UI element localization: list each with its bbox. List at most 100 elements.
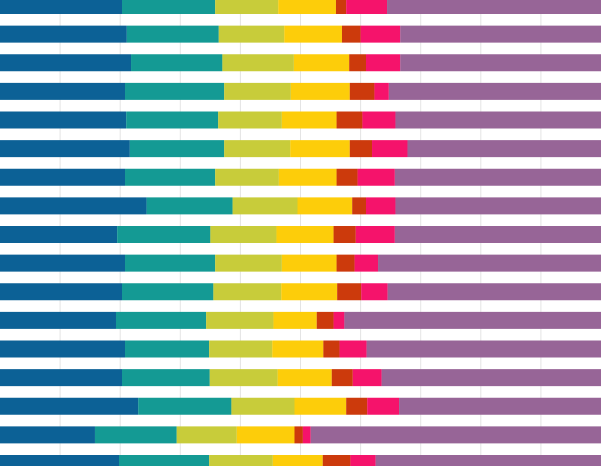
- bar-row: [0, 254, 601, 272]
- bar-segment: [333, 311, 345, 329]
- bar-segment: [129, 140, 225, 158]
- bar-segment: [375, 455, 601, 466]
- bar-segment: [323, 340, 340, 358]
- bar-row: [0, 426, 601, 444]
- bar-segment: [372, 140, 408, 158]
- bar-segment: [0, 397, 139, 415]
- bar-segment: [209, 455, 273, 466]
- bar-segment: [357, 168, 395, 186]
- bar-segment: [387, 283, 601, 301]
- bar-segment: [336, 254, 355, 272]
- bar-segment: [0, 254, 126, 272]
- bar-segment: [302, 426, 311, 444]
- bar-segment: [0, 25, 127, 43]
- bar-segment: [125, 254, 216, 272]
- bar-segment: [236, 426, 295, 444]
- bar-segment: [0, 140, 130, 158]
- bar-segment: [281, 111, 337, 129]
- bar-segment: [125, 340, 210, 358]
- bar-segment: [395, 197, 601, 215]
- bar-segment: [352, 197, 367, 215]
- bar-segment: [394, 168, 601, 186]
- bar-segment: [273, 311, 317, 329]
- bar-segment: [394, 226, 601, 243]
- bar-segment: [122, 0, 216, 14]
- bar-segment: [125, 168, 216, 186]
- bar-segment: [0, 311, 116, 329]
- bar-segment: [0, 340, 126, 358]
- bar-segment: [360, 25, 401, 43]
- bar-segment: [210, 226, 277, 243]
- bar-segment: [0, 197, 147, 215]
- bar-row: [0, 25, 601, 43]
- bar-segment: [339, 340, 367, 358]
- bar-segment: [349, 140, 373, 158]
- bar-segment: [176, 426, 237, 444]
- bar-segment: [224, 140, 291, 158]
- bar-segment: [290, 82, 350, 100]
- bar-segment: [0, 455, 119, 466]
- bar-segment: [278, 0, 336, 14]
- bar-segment: [341, 25, 361, 43]
- bar-segment: [131, 54, 223, 72]
- bar-segment: [122, 283, 214, 301]
- bar-segment: [331, 369, 353, 387]
- bar-segment: [316, 311, 334, 329]
- bar-segment: [281, 283, 338, 301]
- bar-segment: [361, 283, 388, 301]
- bar-row: [0, 226, 601, 243]
- bar-segment: [366, 54, 401, 72]
- bar-row: [0, 283, 601, 301]
- bar-segment: [222, 54, 294, 72]
- bar-segment: [407, 140, 601, 158]
- bar-segment: [336, 111, 363, 129]
- bar-segment: [126, 25, 219, 43]
- bar-segment: [346, 0, 388, 14]
- bar-segment: [366, 340, 601, 358]
- bar-segment: [349, 82, 375, 100]
- bar-row: [0, 197, 601, 215]
- bar-segment: [0, 426, 95, 444]
- bar-segment: [206, 311, 274, 329]
- bar-segment: [215, 0, 279, 14]
- bar-row: [0, 455, 601, 466]
- bar-segment: [293, 54, 350, 72]
- bar-segment: [209, 340, 273, 358]
- bar-segment: [387, 0, 601, 14]
- bar-segment: [0, 54, 132, 72]
- bar-segment: [215, 168, 279, 186]
- bar-row: [0, 168, 601, 186]
- bar-segment: [354, 254, 379, 272]
- bar-segment: [215, 254, 282, 272]
- bar-segment: [281, 254, 337, 272]
- bar-segment: [122, 369, 210, 387]
- bar-segment: [213, 283, 282, 301]
- bar-segment: [367, 397, 400, 415]
- bar-segment: [349, 54, 367, 72]
- bar-segment: [272, 455, 323, 466]
- bar-segment: [277, 369, 332, 387]
- bar-segment: [272, 340, 324, 358]
- bar-segment: [336, 168, 358, 186]
- bar-segment: [294, 397, 347, 415]
- bar-segment: [381, 369, 601, 387]
- bar-segment: [310, 426, 601, 444]
- bar-segment: [284, 25, 342, 43]
- bar-segment: [278, 168, 337, 186]
- bar-segment: [232, 197, 298, 215]
- bar-row: [0, 369, 601, 387]
- bar-segment: [126, 111, 219, 129]
- bar-segment: [355, 226, 395, 243]
- bar-segment: [0, 111, 127, 129]
- bar-segment: [395, 111, 601, 129]
- bar-row: [0, 0, 601, 14]
- bar-segment: [352, 369, 382, 387]
- bar-segment: [0, 226, 118, 243]
- bar-row: [0, 82, 601, 100]
- bar-segment: [125, 82, 225, 100]
- bar-segment: [119, 455, 210, 466]
- bar-segment: [224, 82, 291, 100]
- bar-row: [0, 111, 601, 129]
- bar-segment: [399, 397, 601, 415]
